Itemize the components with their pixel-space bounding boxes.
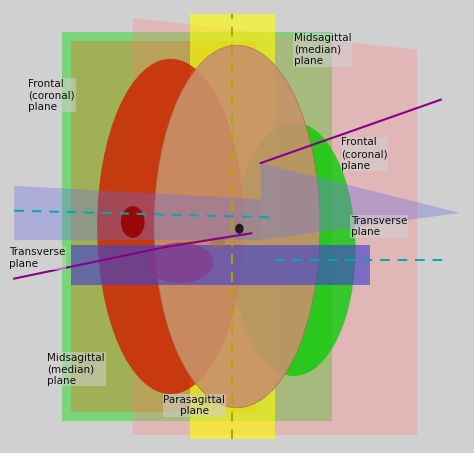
Text: Transverse
plane: Transverse plane [9,247,66,269]
Polygon shape [71,41,256,412]
Text: Midsagittal
(median)
plane: Midsagittal (median) plane [47,352,105,386]
Text: Midsagittal
(median)
plane: Midsagittal (median) plane [294,33,352,67]
Text: Frontal
(coronal)
plane: Frontal (coronal) plane [341,137,388,171]
Polygon shape [62,32,332,421]
Ellipse shape [97,59,244,394]
Polygon shape [14,186,261,240]
Ellipse shape [154,45,320,408]
Polygon shape [190,14,275,439]
Polygon shape [71,245,370,285]
Ellipse shape [211,237,225,248]
Text: Frontal
(coronal)
plane: Frontal (coronal) plane [28,78,75,112]
Text: Transverse
plane: Transverse plane [351,216,407,237]
Ellipse shape [121,206,145,238]
Ellipse shape [232,122,356,376]
Ellipse shape [147,242,213,283]
Ellipse shape [235,224,244,234]
Polygon shape [133,18,417,435]
Text: Parasagittal
plane: Parasagittal plane [164,395,225,416]
Polygon shape [261,163,460,240]
